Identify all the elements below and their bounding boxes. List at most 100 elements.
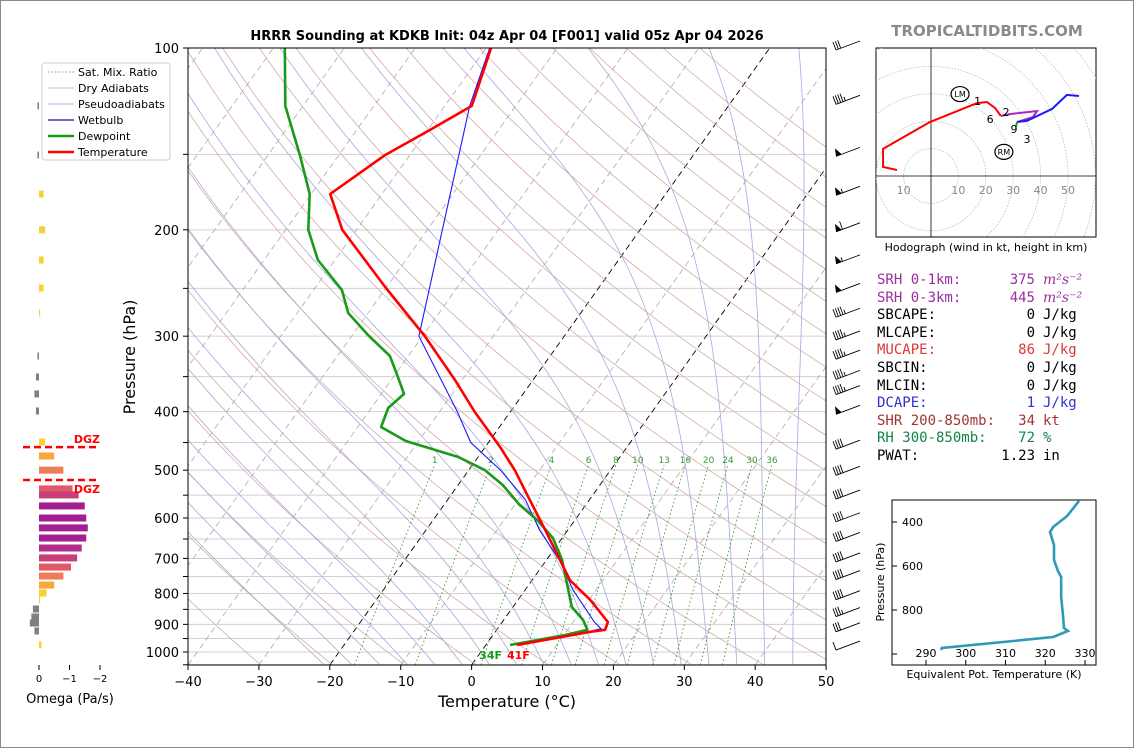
barb-full xyxy=(832,351,837,360)
hodograph-height-label: 9 xyxy=(1011,123,1018,136)
barb-full xyxy=(834,532,839,541)
stat-unit: J/kg xyxy=(1043,395,1077,412)
barb-full xyxy=(832,608,837,617)
wind-barb xyxy=(832,464,861,476)
dry-adiabat-line xyxy=(188,349,549,665)
hodograph-ring-label: 50 xyxy=(1061,184,1075,197)
stat-label: DCAPE: xyxy=(877,395,928,412)
pseudoadiabat-line xyxy=(214,48,627,665)
barb-full xyxy=(839,221,843,230)
barb-full xyxy=(839,383,844,393)
wind-barb xyxy=(832,588,861,601)
barb-full xyxy=(834,385,839,394)
wind-barb xyxy=(832,438,861,450)
x-tick-label: −10 xyxy=(387,675,414,690)
dry-adiabat-line xyxy=(188,534,333,665)
stat-value: 0 xyxy=(1026,324,1035,341)
mixing-ratio-line xyxy=(673,464,729,665)
mixing-ratio-line xyxy=(603,464,665,665)
stat-label: SRH 0-3km: xyxy=(877,289,962,306)
omega-bar xyxy=(39,554,78,562)
dewpoint-line xyxy=(283,48,589,647)
omega-bar xyxy=(34,627,39,635)
barb-full xyxy=(839,306,844,315)
hodograph-height-label: 2 xyxy=(1003,106,1010,119)
wind-barb xyxy=(832,93,861,105)
barb-full xyxy=(832,96,837,105)
barb-full xyxy=(839,464,844,473)
omega-tick-label: 0 xyxy=(36,674,42,685)
stat-value: 72 xyxy=(1018,430,1035,447)
pseudoadiabat-line xyxy=(188,280,518,665)
mixing-ratio-line xyxy=(574,464,639,665)
legend-label: Dewpoint xyxy=(78,130,131,143)
omega-axis-label: Omega (Pa/s) xyxy=(26,692,114,707)
barb-staff xyxy=(835,570,861,581)
omega-bar xyxy=(39,589,47,597)
dry-adiabat-line xyxy=(188,289,621,665)
dry-adiabat-line xyxy=(479,48,826,335)
wind-barb xyxy=(832,348,861,360)
stat-row: SBCAPE: 0 J/kg xyxy=(877,307,1082,325)
y-tick-label: 700 xyxy=(154,552,179,567)
mixing-ratio-label: 6 xyxy=(586,456,592,466)
barb-half xyxy=(840,257,843,262)
isotherm-line xyxy=(188,48,345,268)
y-tick-label: 400 xyxy=(154,406,179,421)
hodograph-ring-label: 20 xyxy=(979,184,993,197)
barb-staff xyxy=(835,640,861,651)
wind-barb xyxy=(832,551,861,563)
barb-full xyxy=(834,308,839,317)
barb-pennant xyxy=(835,187,842,196)
barb-full xyxy=(837,94,842,103)
mixing-ratio-label: 20 xyxy=(703,456,715,466)
pseudoadiabat-line xyxy=(188,471,381,665)
stat-value: 1 xyxy=(1026,395,1035,412)
stat-value: 34 xyxy=(1018,412,1035,429)
hodograph-trace xyxy=(882,100,1002,171)
barb-full xyxy=(834,350,839,359)
x-tick-label: 10 xyxy=(534,675,551,690)
barb-full xyxy=(834,330,839,340)
dry-adiabat-line xyxy=(405,48,826,402)
barb-full xyxy=(832,41,837,51)
stat-label: PWAT: xyxy=(877,447,920,464)
barb-pennant xyxy=(835,255,842,264)
pseudoadiabat-line xyxy=(587,48,738,665)
dgz-label: DGZ xyxy=(74,433,100,446)
stat-value: 86 xyxy=(1018,342,1035,359)
omega-panel: DGZ DGZ 0 −1 −2 xyxy=(23,102,107,685)
pseudoadiabat-line xyxy=(188,501,353,665)
omega-bar xyxy=(29,619,39,627)
barb-full xyxy=(839,510,844,520)
wind-barb xyxy=(832,568,861,581)
barb-full xyxy=(839,488,844,497)
barb-full xyxy=(834,607,839,616)
omega-bar xyxy=(39,514,87,522)
barb-full xyxy=(834,440,839,449)
barb-full xyxy=(837,307,842,316)
barb-staff xyxy=(835,94,861,105)
storm-motion-label: RM xyxy=(998,148,1011,157)
barb-half xyxy=(843,332,846,337)
stat-label: SRH 0-1km: xyxy=(877,272,962,288)
wind-barb xyxy=(835,254,861,265)
x-tick-label: −40 xyxy=(174,675,201,690)
mixing-ratio-label: 8 xyxy=(613,456,619,466)
stat-unit: % xyxy=(1043,430,1052,447)
surface-dewpoint-label: 34F xyxy=(479,649,502,662)
pseudoadiabat-line xyxy=(188,405,436,665)
mixing-ratio-label: 4 xyxy=(548,456,554,466)
stat-unit: J/kg xyxy=(1043,342,1077,359)
isotherm-line xyxy=(188,48,274,169)
theta-e-panel: 290 300 310 320 330 400 600 800 xyxy=(891,499,1097,666)
barb-full xyxy=(837,349,842,358)
omega-bar xyxy=(39,190,44,198)
y-tick-label: 300 xyxy=(154,330,179,345)
omega-bar xyxy=(39,534,87,542)
pseudoadiabat-line xyxy=(188,326,490,665)
stat-label: MLCAPE: xyxy=(877,324,937,341)
theta-e-x-tick-label: 320 xyxy=(1035,647,1056,660)
omega-bar xyxy=(39,524,88,532)
surface-temperature-label: 41F xyxy=(507,649,530,662)
